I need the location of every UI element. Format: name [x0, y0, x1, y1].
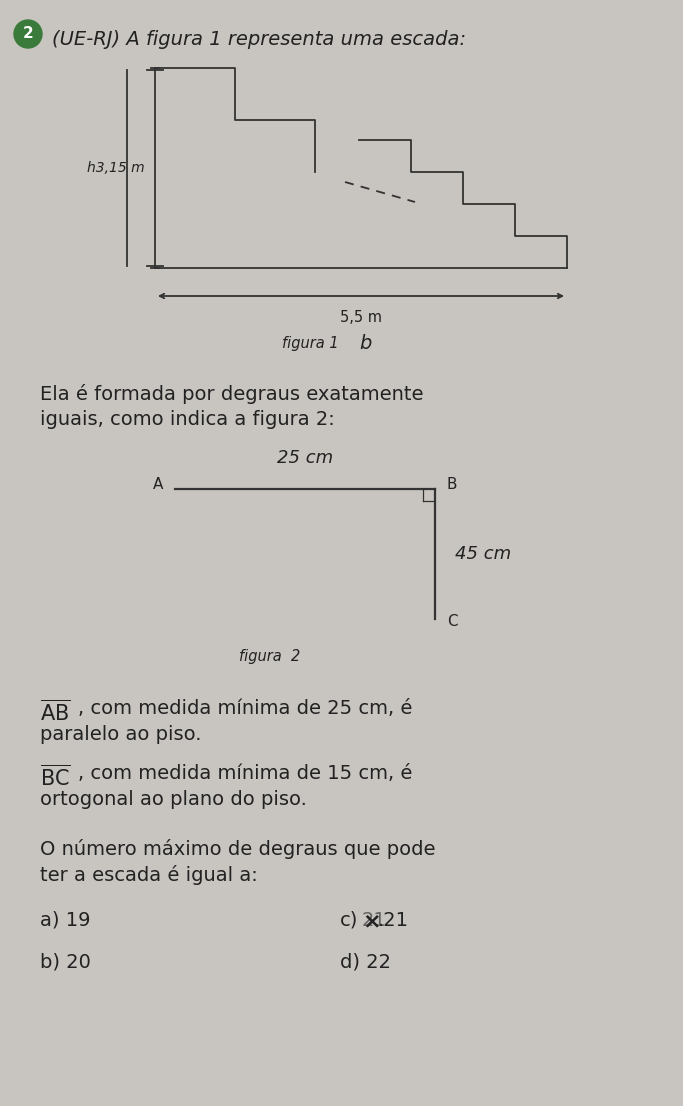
Text: 5,5 m: 5,5 m [340, 310, 382, 325]
Text: figura 1: figura 1 [281, 336, 338, 351]
Text: 25 cm: 25 cm [277, 449, 333, 467]
Text: 21: 21 [362, 911, 387, 930]
Text: , com medida mínima de 25 cm, é: , com medida mínima de 25 cm, é [78, 699, 413, 718]
Text: ortogonal ao plano do piso.: ortogonal ao plano do piso. [40, 790, 307, 808]
Text: figura  2: figura 2 [239, 649, 301, 664]
Text: , com medida mínima de 15 cm, é: , com medida mínima de 15 cm, é [78, 764, 413, 783]
Text: .21: .21 [378, 911, 409, 930]
Text: b) 20: b) 20 [40, 953, 91, 972]
Text: 2: 2 [23, 27, 33, 42]
Text: A: A [152, 477, 163, 492]
Text: d) 22: d) 22 [340, 953, 391, 972]
Text: C: C [447, 614, 458, 629]
Text: $\overline{\rm BC}$: $\overline{\rm BC}$ [40, 764, 71, 790]
Text: b: b [359, 334, 371, 353]
Text: paralelo ao piso.: paralelo ao piso. [40, 726, 201, 744]
Text: O número máximo de degraus que pode: O número máximo de degraus que pode [40, 839, 436, 859]
Text: $\overline{\rm AB}$: $\overline{\rm AB}$ [40, 699, 70, 724]
Text: ter a escada é igual a:: ter a escada é igual a: [40, 865, 257, 885]
Text: (UE-RJ) A figura 1 representa uma escada:: (UE-RJ) A figura 1 representa uma escada… [52, 30, 466, 49]
Circle shape [14, 20, 42, 48]
Text: B: B [447, 477, 458, 492]
Text: a) 19: a) 19 [40, 911, 91, 930]
Text: h3,15 m: h3,15 m [87, 161, 145, 175]
Text: ×: × [362, 911, 380, 931]
Text: Ela é formada por degraus exatamente: Ela é formada por degraus exatamente [40, 384, 423, 404]
Text: c): c) [340, 911, 359, 930]
Text: iguais, como indica a figura 2:: iguais, como indica a figura 2: [40, 410, 335, 429]
Text: 45 cm: 45 cm [455, 545, 511, 563]
